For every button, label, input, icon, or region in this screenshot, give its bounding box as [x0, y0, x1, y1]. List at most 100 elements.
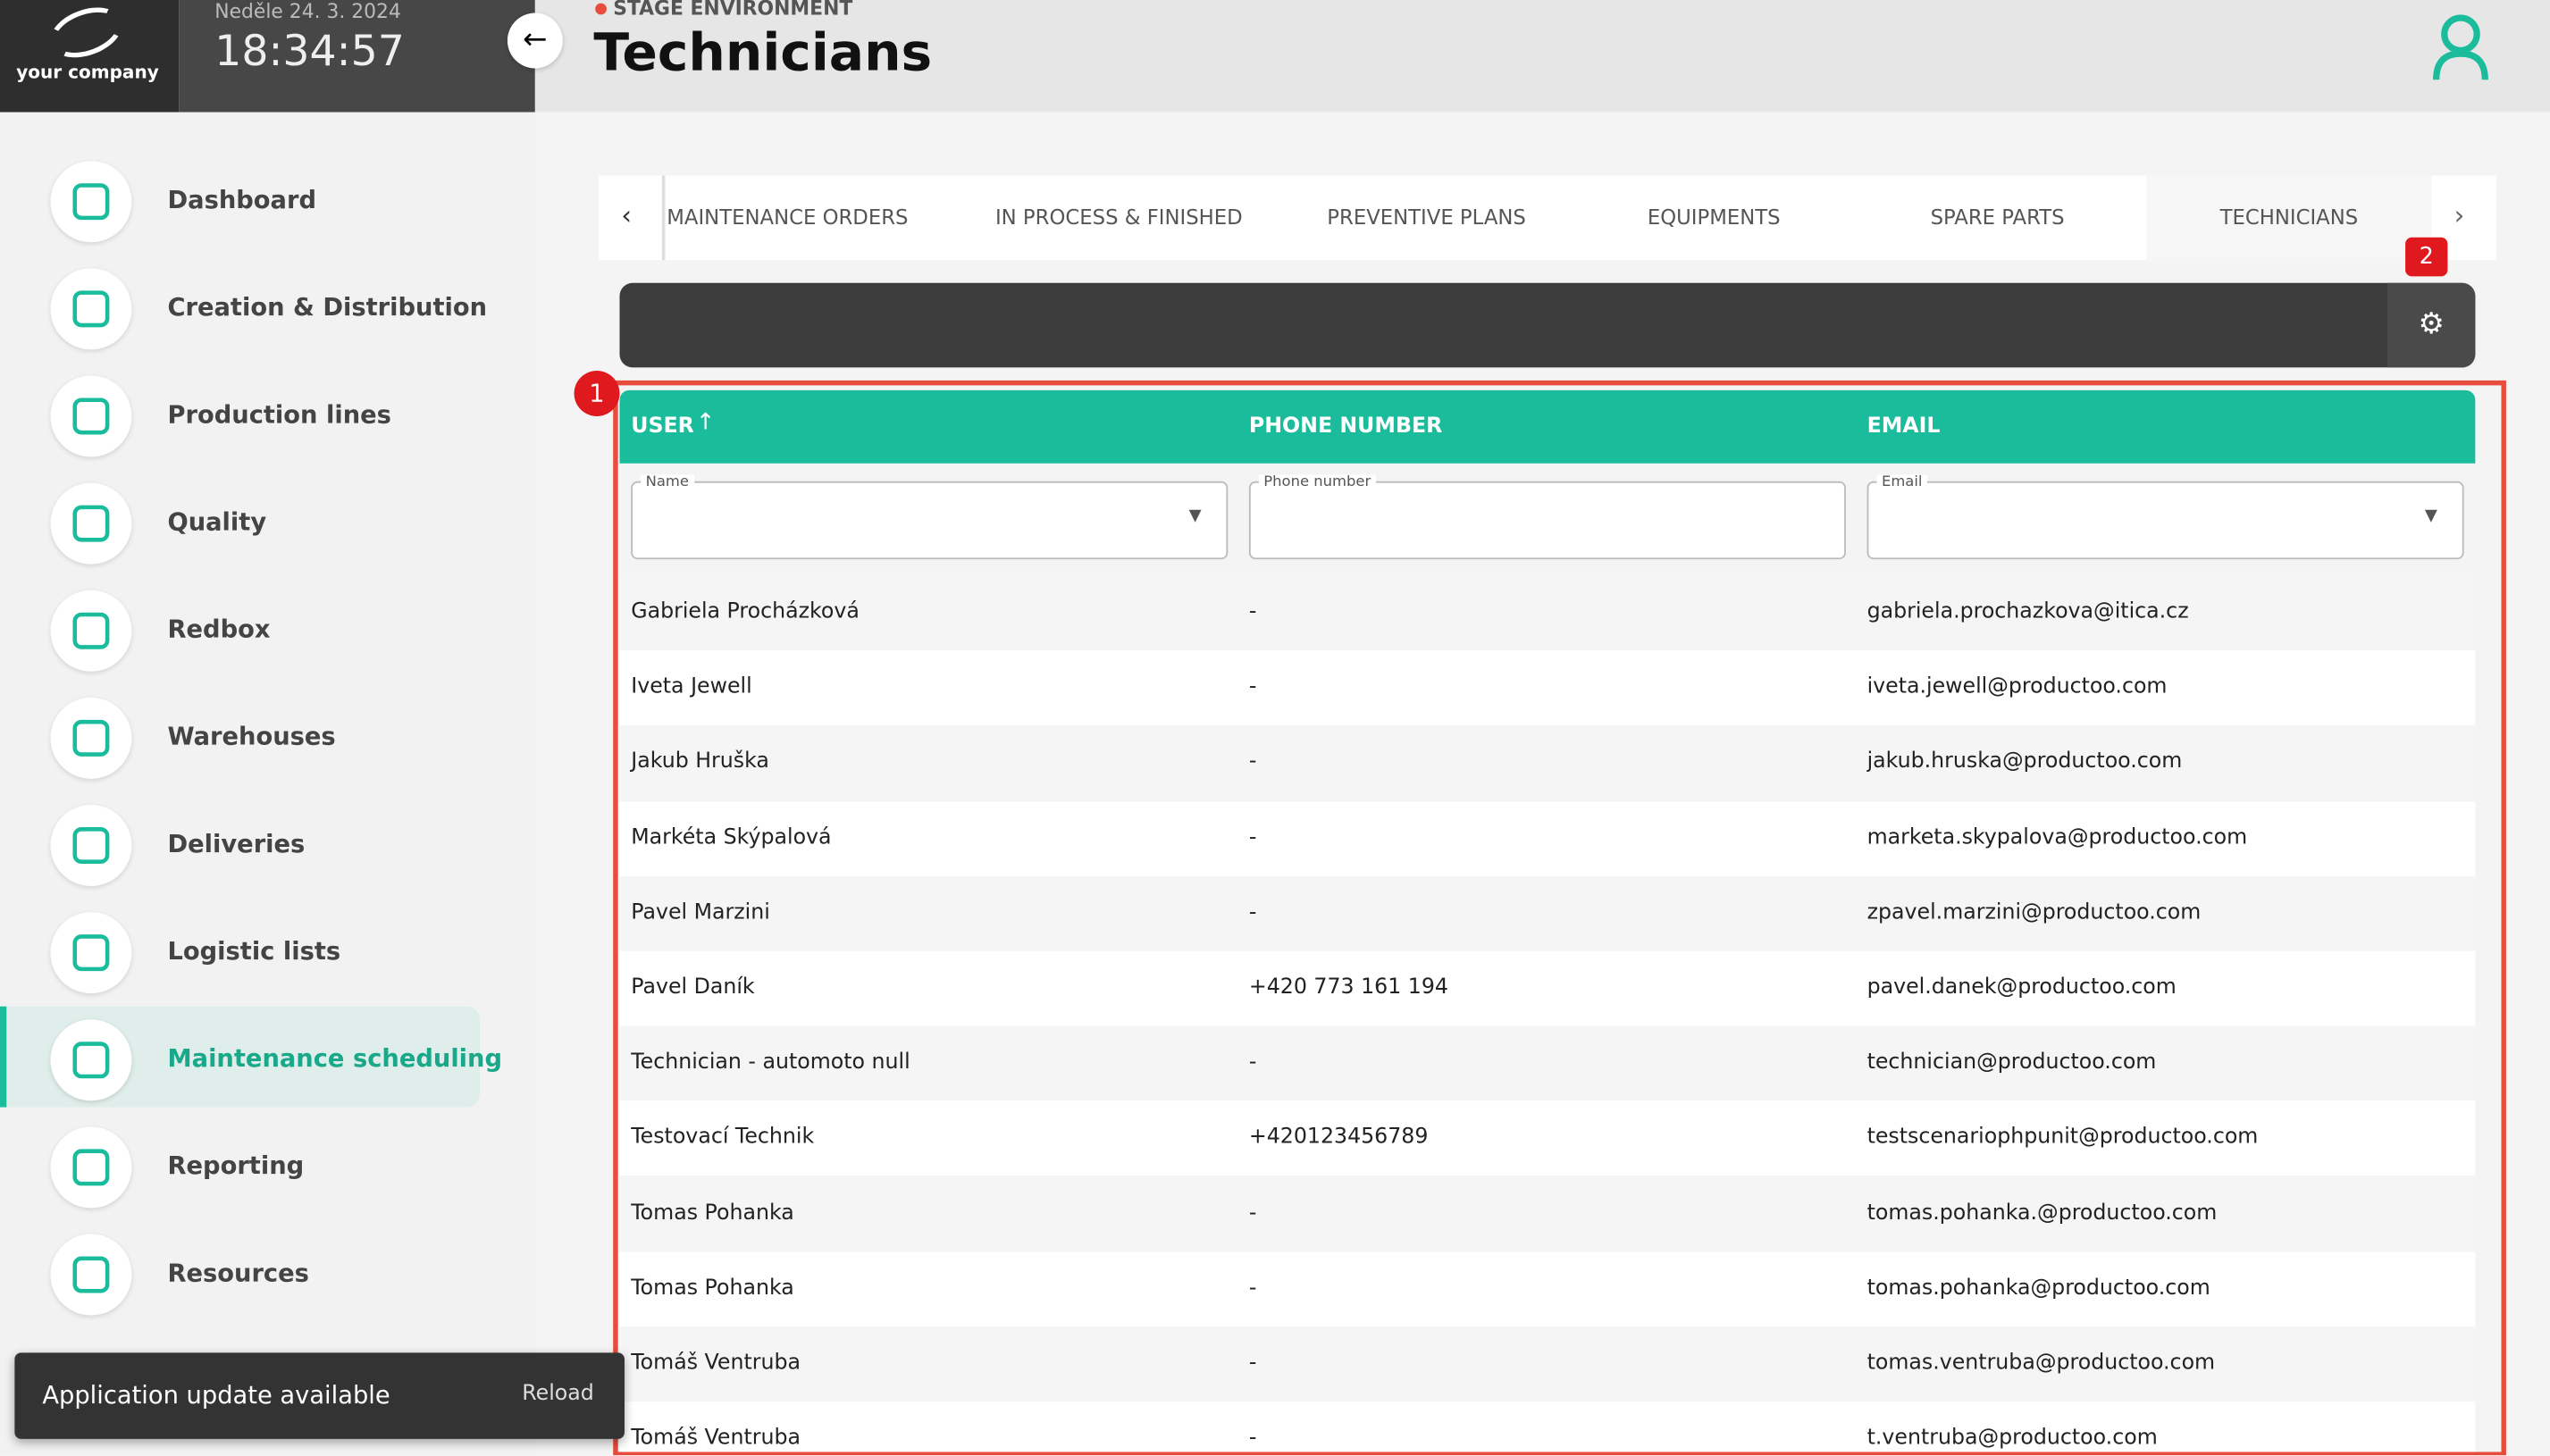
filter-input[interactable]	[1866, 481, 2464, 560]
nav-item[interactable]: Redbox	[167, 615, 271, 644]
cell: Iveta Jewell	[631, 674, 752, 700]
nav-icon[interactable]	[50, 482, 132, 565]
active-bar	[0, 1006, 7, 1108]
sort-icon[interactable]: ↑	[696, 409, 716, 436]
nav-glyph	[72, 1149, 110, 1186]
table-row[interactable]	[619, 575, 2476, 651]
nav-glyph	[72, 397, 110, 435]
nav-icon[interactable]	[50, 1234, 132, 1316]
table-row[interactable]	[619, 800, 2476, 876]
nav-item[interactable]: Resources	[167, 1258, 309, 1288]
cell: Testovací Technik	[631, 1125, 815, 1151]
user-icon[interactable]	[2431, 13, 2490, 81]
nav-item[interactable]: Maintenance scheduling	[167, 1043, 503, 1074]
table-row[interactable]	[619, 1100, 2476, 1176]
nav-item[interactable]: Creation & Distribution	[167, 292, 488, 322]
table-row[interactable]	[619, 875, 2476, 951]
nav-icon[interactable]	[50, 1019, 132, 1101]
tab[interactable]: PREVENTIVE PLANS	[1327, 205, 1526, 230]
table-row[interactable]	[619, 1402, 2476, 1456]
table-row[interactable]	[619, 1176, 2476, 1251]
date: Neděle 24. 3. 2024	[214, 0, 401, 23]
cell: iveta.jewell@productoo.com	[1866, 674, 2168, 700]
tab[interactable]: MAINTENANCE ORDERS	[667, 205, 909, 230]
table-header	[619, 389, 2476, 464]
active-tab-bg	[2146, 175, 2432, 264]
nav-item[interactable]: Logistic lists	[167, 936, 341, 966]
nav-item[interactable]: Quality	[167, 506, 267, 537]
table-row[interactable]	[619, 1326, 2476, 1402]
toast-message: Application update available	[42, 1380, 390, 1410]
cell: t.ventruba@productoo.com	[1866, 1426, 2158, 1451]
toast-action[interactable]: Reload	[522, 1382, 594, 1407]
nav-glyph	[72, 827, 110, 864]
nav-icon[interactable]	[50, 697, 132, 779]
tab[interactable]: EQUIPMENTS	[1647, 205, 1781, 230]
cell: Pavel Daník	[631, 975, 755, 1000]
badge: 1	[574, 371, 620, 416]
cell: -	[1248, 599, 1257, 624]
page-title: Technicians	[593, 21, 933, 83]
nav-glyph	[72, 1256, 110, 1293]
column-header[interactable]: EMAIL	[1866, 414, 1941, 439]
nav-icon[interactable]	[50, 804, 132, 887]
environment: STAGE ENVIRONMENT	[613, 0, 853, 20]
toast	[14, 1352, 625, 1439]
table-row[interactable]	[619, 1251, 2476, 1326]
filter-label: Email	[1876, 474, 1927, 491]
cell: zpavel.marzini@productoo.com	[1866, 900, 2202, 925]
cell: -	[1248, 1426, 1257, 1451]
table-row[interactable]	[619, 1025, 2476, 1101]
nav-icon[interactable]	[50, 268, 132, 350]
nav-item[interactable]: Deliveries	[167, 829, 306, 859]
toolbar	[619, 282, 2476, 368]
settings-button[interactable]: ⚙	[2387, 282, 2476, 368]
cell: testscenariophpunit@productoo.com	[1866, 1125, 2259, 1151]
cell: Tomas Pohanka	[631, 1201, 794, 1226]
nav-item[interactable]: Dashboard	[167, 185, 317, 215]
nav-item[interactable]: Production lines	[167, 399, 391, 430]
nav-icon[interactable]	[50, 375, 132, 457]
nav-icon[interactable]	[50, 912, 132, 994]
table-row[interactable]	[619, 725, 2476, 801]
tab-next[interactable]: ›	[2454, 199, 2465, 231]
tab[interactable]: SPARE PARTS	[1930, 205, 2065, 230]
filter-label: Phone number	[1258, 474, 1376, 491]
table-row[interactable]	[619, 650, 2476, 726]
cell: tomas.ventruba@productoo.com	[1866, 1351, 2216, 1376]
logo-box	[0, 0, 180, 113]
cell: Markéta Skýpalová	[631, 824, 832, 850]
cell: tomas.pohanka@productoo.com	[1866, 1276, 2210, 1301]
filter-input[interactable]	[1248, 481, 1846, 560]
column-header[interactable]: USER	[631, 414, 694, 439]
clock-box	[179, 0, 535, 113]
tab[interactable]: TECHNICIANS	[2219, 205, 2359, 230]
table-row[interactable]	[619, 950, 2476, 1026]
nav-icon[interactable]	[50, 161, 132, 243]
cell: Tomáš Ventruba	[631, 1426, 801, 1451]
cell: Technician - automoto null	[631, 1050, 910, 1075]
tab[interactable]: IN PROCESS & FINISHED	[994, 205, 1243, 230]
highlight-box	[613, 380, 2506, 1456]
env-dot	[595, 3, 607, 15]
nav-glyph	[72, 505, 110, 542]
nav-icon[interactable]	[50, 1126, 132, 1209]
cell: Pavel Marzini	[631, 900, 770, 925]
badge: 2	[2405, 237, 2448, 277]
cell: jakub.hruska@productoo.com	[1866, 749, 2183, 775]
column-header[interactable]: PHONE NUMBER	[1248, 414, 1443, 439]
filter-input[interactable]	[631, 481, 1229, 560]
cell: technician@productoo.com	[1866, 1050, 2157, 1075]
back-button[interactable]: ←	[507, 13, 563, 69]
nav-icon[interactable]	[50, 590, 132, 672]
nav-item[interactable]: Warehouses	[167, 722, 336, 751]
nav-glyph	[72, 183, 110, 221]
tab-prev[interactable]: ‹	[621, 199, 632, 231]
cell: -	[1248, 1201, 1257, 1226]
nav-glyph	[72, 934, 110, 972]
nav-item[interactable]: Reporting	[167, 1151, 305, 1181]
cell: gabriela.prochazkova@itica.cz	[1866, 599, 2189, 624]
top-bar	[534, 0, 2550, 113]
